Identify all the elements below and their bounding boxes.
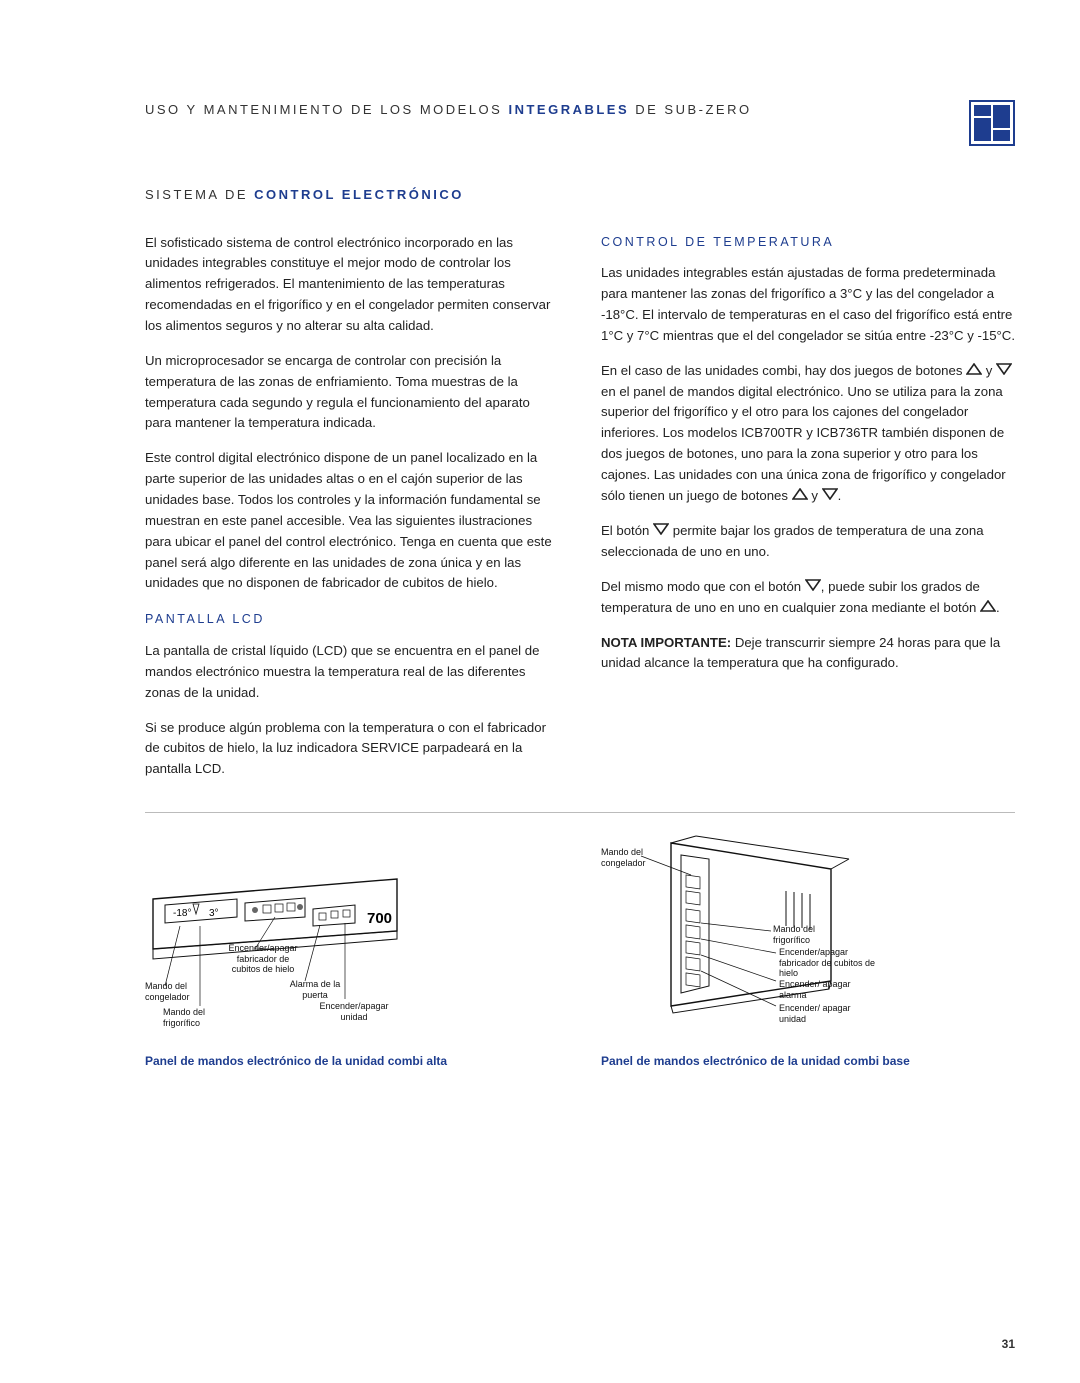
body-text: En el caso de las unidades combi, hay do…: [601, 361, 1015, 507]
divider: [145, 812, 1015, 813]
header-text: USO Y MANTENIMIENTO DE LOS MODELOS INTEG…: [145, 100, 752, 120]
display-reading: -18°: [173, 908, 191, 919]
body-text: La pantalla de cristal líquido (LCD) que…: [145, 641, 559, 704]
model-number: 700: [367, 910, 392, 927]
callout-label: Mando del frigorífico: [163, 1007, 233, 1028]
header-bold: INTEGRABLES: [508, 102, 629, 117]
text-run: .: [838, 488, 842, 503]
section-title: SISTEMA DE CONTROL ELECTRÓNICO: [145, 185, 1015, 205]
callout-label: Mando del congelador: [601, 847, 661, 868]
header-prefix: USO Y MANTENIMIENTO DE LOS MODELOS: [145, 102, 502, 117]
left-column: El sofisticado sistema de control electr…: [145, 233, 559, 795]
triangle-up-icon: [966, 361, 982, 382]
callout-label: Encender/apagar fabricador de cubitos de…: [223, 943, 303, 974]
note-label: NOTA IMPORTANTE:: [601, 635, 731, 650]
body-text: El botón permite bajar los grados de tem…: [601, 521, 1015, 563]
callout-label: Mando del frigorífico: [773, 924, 833, 945]
body-text: Del mismo modo que con el botón , puede …: [601, 577, 1015, 619]
callout-label: Mando del congelador: [145, 981, 205, 1002]
diagrams-row: -18° 3° 700: [145, 831, 1015, 1070]
triangle-up-icon: [980, 598, 996, 619]
text-run: El botón: [601, 523, 653, 538]
right-column: CONTROL DE TEMPERATURA Las unidades inte…: [601, 233, 1015, 795]
triangle-down-icon: [653, 521, 669, 542]
diagram-frame: Mando del congelador Mando del frigorífi…: [601, 831, 901, 1041]
page-number: 31: [1002, 1335, 1015, 1353]
body-text: NOTA IMPORTANTE: Deje transcurrir siempr…: [601, 633, 1015, 675]
subhead-temperature: CONTROL DE TEMPERATURA: [601, 233, 1015, 252]
diagram-caption: Panel de mandos electrónico de la unidad…: [601, 1053, 1015, 1070]
triangle-down-icon: [996, 361, 1012, 382]
subzero-logo-icon: [969, 100, 1015, 146]
body-text: Si se produce algún problema con la temp…: [145, 718, 559, 781]
triangle-down-icon: [805, 577, 821, 598]
callout-label: Encender/apagar fabricador de cubitos de…: [779, 947, 879, 978]
callout-label: Encender/ apagar alarma: [779, 979, 859, 1000]
text-run: En el caso de las unidades combi, hay do…: [601, 363, 966, 378]
callout-label: Encender/ apagar unidad: [779, 1003, 859, 1024]
text-run: .: [996, 600, 1000, 615]
display-reading: 3°: [209, 908, 219, 919]
triangle-down-icon: [822, 486, 838, 507]
diagram-combi-alta: -18° 3° 700: [145, 831, 559, 1070]
section-prefix: SISTEMA DE: [145, 187, 248, 202]
section-bold: CONTROL ELECTRÓNICO: [254, 187, 464, 202]
text-run: y: [986, 363, 996, 378]
text-run: y: [811, 488, 821, 503]
diagram-combi-base: Mando del congelador Mando del frigorífi…: [601, 831, 1015, 1070]
body-text: El sofisticado sistema de control electr…: [145, 233, 559, 337]
body-text: Este control digital electrónico dispone…: [145, 448, 559, 594]
text-run: Del mismo modo que con el botón: [601, 579, 805, 594]
callout-label: Alarma de la puerta: [285, 979, 345, 1000]
triangle-up-icon: [792, 486, 808, 507]
subhead-lcd: PANTALLA LCD: [145, 610, 559, 629]
body-text: Las unidades integrables están ajustadas…: [601, 263, 1015, 346]
header-suffix: DE SUB-ZERO: [635, 102, 751, 117]
content-columns: El sofisticado sistema de control electr…: [145, 233, 1015, 795]
diagram-caption: Panel de mandos electrónico de la unidad…: [145, 1053, 559, 1070]
callout-label: Encender/apagar unidad: [309, 1001, 399, 1022]
diagram-frame: -18° 3° 700: [145, 831, 405, 1041]
body-text: Un microprocesador se encarga de control…: [145, 351, 559, 434]
page-header: USO Y MANTENIMIENTO DE LOS MODELOS INTEG…: [145, 100, 1015, 146]
